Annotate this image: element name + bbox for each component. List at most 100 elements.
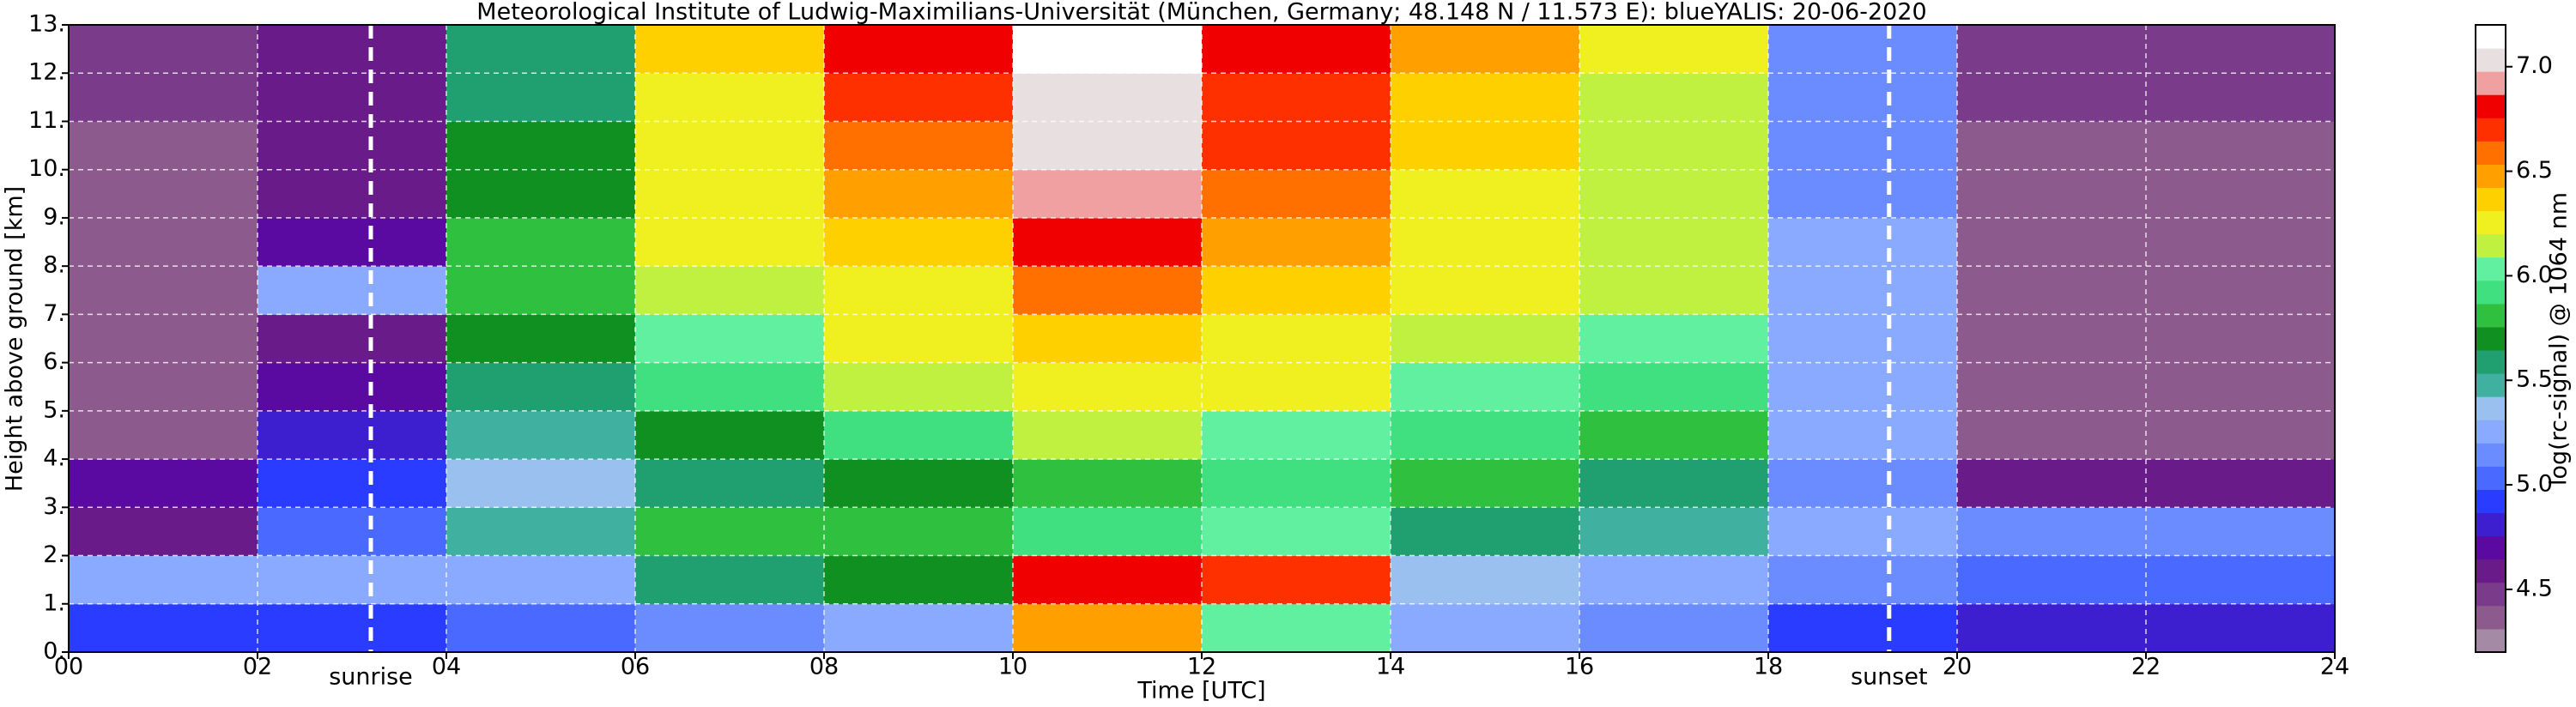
heatmap-cell bbox=[1013, 362, 1203, 412]
heatmap-cell bbox=[1391, 169, 1580, 219]
heatmap-cell bbox=[1013, 121, 1203, 171]
colorbar-swatch bbox=[2476, 628, 2506, 653]
heatmap-cell bbox=[258, 73, 447, 122]
heatmap-cell bbox=[1768, 169, 1958, 219]
heatmap-cell bbox=[446, 507, 636, 557]
heatmap-cell bbox=[1391, 603, 1580, 653]
heatmap-cell bbox=[1013, 25, 1203, 74]
heatmap-cell bbox=[446, 410, 636, 460]
heatmap-cell bbox=[1957, 507, 2147, 557]
chart-title: Meteorological Institute of Ludwig-Maxim… bbox=[476, 0, 1926, 26]
y-tick-label: 0. bbox=[43, 638, 65, 665]
heatmap-cell bbox=[1013, 459, 1203, 508]
heatmap-cell bbox=[69, 25, 258, 74]
heatmap-cell bbox=[1579, 169, 1769, 219]
x-tick-label: 10 bbox=[998, 654, 1027, 680]
colorbar-tick-label: 5.0 bbox=[2516, 471, 2553, 498]
y-tick-label: 2. bbox=[43, 541, 65, 568]
heatmap-cell bbox=[1202, 555, 1391, 605]
heatmap-cell bbox=[446, 555, 636, 605]
x-axis-label: Time [UTC] bbox=[1136, 678, 1265, 704]
heatmap-cell bbox=[2146, 121, 2336, 171]
heatmap-cell bbox=[258, 507, 447, 557]
heatmap-cell bbox=[1579, 266, 1769, 315]
heatmap-cell bbox=[824, 217, 1014, 267]
heatmap-cell bbox=[824, 169, 1014, 219]
heatmap-cell bbox=[1391, 266, 1580, 315]
heatmap-cell bbox=[1391, 410, 1580, 460]
colorbar-swatch bbox=[2476, 466, 2506, 490]
heatmap-cell bbox=[1957, 314, 2147, 364]
heatmap-cell bbox=[2146, 25, 2336, 74]
heatmap-cell bbox=[1579, 121, 1769, 171]
heatmap-cell bbox=[2146, 314, 2336, 364]
y-axis-label: Height above ground [km] bbox=[2, 186, 28, 492]
heatmap-cell bbox=[1013, 169, 1203, 219]
heatmap-cell bbox=[446, 169, 636, 219]
heatmap-cell bbox=[1579, 25, 1769, 74]
colorbar-frame bbox=[2475, 24, 2506, 653]
heatmap-cell bbox=[824, 459, 1014, 508]
y-tick-label: 6. bbox=[43, 348, 65, 375]
heatmap-cell bbox=[635, 314, 825, 364]
heatmap-cell bbox=[258, 121, 447, 171]
heatmap-cell bbox=[1957, 169, 2147, 219]
heatmap-cell bbox=[635, 459, 825, 508]
heatmap-cell bbox=[1957, 362, 2147, 412]
heatmap-cell bbox=[258, 362, 447, 412]
heatmap-cell bbox=[824, 362, 1014, 412]
x-tick-label: 04 bbox=[432, 654, 461, 680]
heatmap-cell bbox=[2146, 362, 2336, 412]
heatmap-cell bbox=[1391, 459, 1580, 508]
heatmap-cell bbox=[69, 314, 258, 364]
heatmap-cell bbox=[1202, 217, 1391, 267]
colorbar-tick-label: 5.5 bbox=[2516, 366, 2553, 393]
heatmap-cell bbox=[69, 121, 258, 171]
heatmap-cell bbox=[1391, 121, 1580, 171]
colorbar-swatch bbox=[2476, 233, 2506, 258]
y-tick-label: 12. bbox=[28, 59, 65, 86]
heatmap-cell bbox=[1768, 25, 1958, 74]
colorbar-swatch bbox=[2476, 350, 2506, 374]
heatmap-cell bbox=[1202, 266, 1391, 315]
plot-frame bbox=[68, 24, 2336, 653]
colorbar-swatch bbox=[2476, 420, 2506, 444]
y-tick-label: 1. bbox=[43, 589, 65, 616]
heatmap-cell bbox=[2146, 169, 2336, 219]
heatmap-cell bbox=[1202, 169, 1391, 219]
colorbar-swatch bbox=[2476, 489, 2506, 514]
heatmap-cell bbox=[258, 217, 447, 267]
heatmap-cell bbox=[1202, 121, 1391, 171]
heatmap-cell bbox=[1013, 314, 1203, 364]
colorbar-swatch bbox=[2476, 164, 2506, 189]
heatmap-cell bbox=[635, 410, 825, 460]
heatmap-cell bbox=[1202, 362, 1391, 412]
heatmap-cell bbox=[635, 25, 825, 74]
heatmap-cell bbox=[1202, 314, 1391, 364]
heatmap-cell bbox=[1202, 507, 1391, 557]
heatmap-cell bbox=[69, 459, 258, 508]
heatmap-cell bbox=[2146, 459, 2336, 508]
heatmap-cell bbox=[1391, 314, 1580, 364]
heatmap-cell bbox=[69, 362, 258, 412]
heatmap-cell bbox=[1957, 25, 2147, 74]
heatmap-cell bbox=[824, 25, 1014, 74]
heatmap-cell bbox=[446, 459, 636, 508]
heatmap-cell bbox=[824, 507, 1014, 557]
heatmap-cell bbox=[1579, 459, 1769, 508]
heatmap-cell bbox=[258, 266, 447, 315]
colorbar-swatch bbox=[2476, 373, 2506, 397]
x-tick-label: 08 bbox=[809, 654, 839, 680]
x-tick-label: 14 bbox=[1376, 654, 1405, 680]
heatmap-cell bbox=[824, 603, 1014, 653]
heatmap-cell bbox=[1013, 410, 1203, 460]
heatmap-cell bbox=[258, 459, 447, 508]
heatmap-cell bbox=[1579, 362, 1769, 412]
annotation-label: sunrise bbox=[329, 664, 413, 691]
heatmap-cell bbox=[2146, 73, 2336, 122]
y-tick-label: 9. bbox=[43, 203, 65, 230]
y-tick-label: 8. bbox=[43, 252, 65, 279]
heatmap-cell bbox=[635, 555, 825, 605]
x-tick-label: 12 bbox=[1187, 654, 1216, 680]
heatmap-cell bbox=[2146, 410, 2336, 460]
